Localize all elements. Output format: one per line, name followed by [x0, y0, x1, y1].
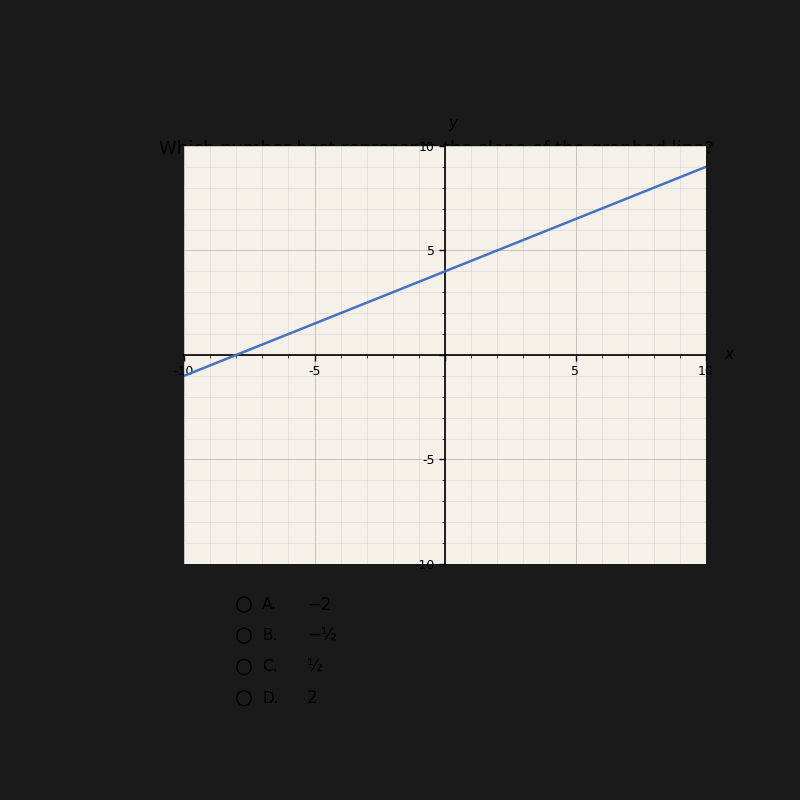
Text: −2: −2	[307, 595, 331, 614]
Text: ½: ½	[307, 658, 323, 676]
Text: Which number best represents the slope of the graphed line?: Which number best represents the slope o…	[158, 140, 714, 158]
Text: C.: C.	[262, 659, 278, 674]
Text: −½: −½	[307, 626, 337, 645]
Text: D.: D.	[262, 690, 278, 706]
Text: x: x	[724, 347, 734, 362]
Text: y: y	[448, 116, 458, 131]
Text: 2: 2	[307, 689, 318, 707]
Text: B.: B.	[262, 628, 278, 643]
Text: A.: A.	[262, 597, 277, 612]
